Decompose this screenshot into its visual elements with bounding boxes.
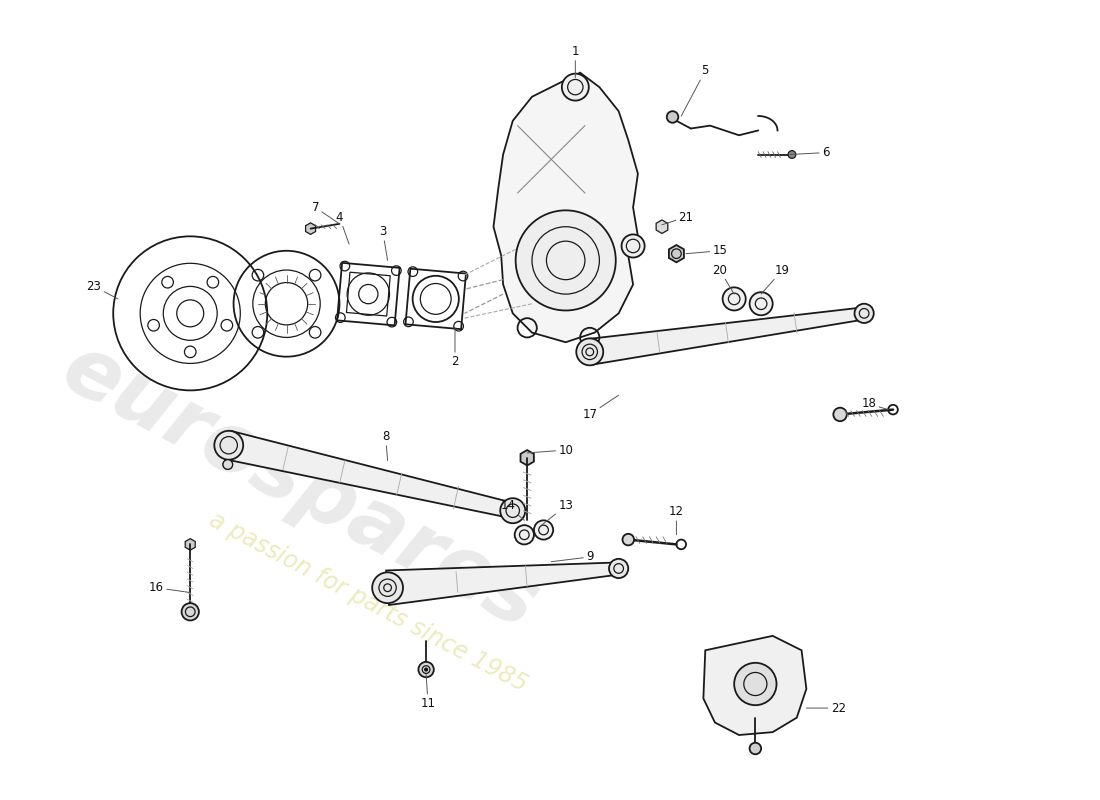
Text: 8: 8 xyxy=(382,430,389,461)
Text: 19: 19 xyxy=(761,263,790,294)
Circle shape xyxy=(515,525,534,545)
Circle shape xyxy=(734,663,777,705)
Text: 11: 11 xyxy=(420,674,436,710)
Polygon shape xyxy=(406,269,466,329)
Text: 14: 14 xyxy=(500,499,525,520)
Polygon shape xyxy=(520,450,534,466)
Polygon shape xyxy=(494,73,638,342)
Circle shape xyxy=(562,74,588,101)
Polygon shape xyxy=(185,538,195,550)
Circle shape xyxy=(623,534,634,546)
Text: 23: 23 xyxy=(87,280,118,299)
Text: 17: 17 xyxy=(582,395,618,421)
Text: 9: 9 xyxy=(551,550,594,563)
Circle shape xyxy=(418,662,433,678)
Circle shape xyxy=(223,460,232,470)
Circle shape xyxy=(576,338,603,366)
Circle shape xyxy=(516,210,616,310)
Polygon shape xyxy=(306,223,316,234)
Circle shape xyxy=(534,520,553,539)
Text: 13: 13 xyxy=(541,499,573,525)
Circle shape xyxy=(182,603,199,621)
Text: 10: 10 xyxy=(527,443,573,457)
Polygon shape xyxy=(669,245,684,262)
Text: 20: 20 xyxy=(713,263,734,294)
Text: 7: 7 xyxy=(311,201,340,224)
Circle shape xyxy=(788,150,795,158)
Circle shape xyxy=(749,742,761,754)
Polygon shape xyxy=(346,272,390,316)
Circle shape xyxy=(621,234,645,258)
Polygon shape xyxy=(588,307,865,365)
Text: 2: 2 xyxy=(451,328,459,368)
Text: 6: 6 xyxy=(790,146,829,159)
Circle shape xyxy=(834,408,847,421)
Text: 15: 15 xyxy=(686,244,727,258)
Circle shape xyxy=(609,559,628,578)
Circle shape xyxy=(372,572,403,603)
Text: a passion for parts since 1985: a passion for parts since 1985 xyxy=(206,508,531,697)
Text: 4: 4 xyxy=(336,210,349,244)
Polygon shape xyxy=(386,562,619,605)
Polygon shape xyxy=(656,220,668,234)
Text: 1: 1 xyxy=(572,45,579,78)
Circle shape xyxy=(855,304,873,323)
Polygon shape xyxy=(703,636,806,735)
Polygon shape xyxy=(226,431,515,518)
Circle shape xyxy=(667,111,679,122)
Text: 22: 22 xyxy=(806,702,846,714)
Text: 18: 18 xyxy=(861,398,888,410)
Text: 12: 12 xyxy=(669,505,684,534)
Circle shape xyxy=(425,668,428,671)
Text: eurospares: eurospares xyxy=(50,327,552,646)
Text: 3: 3 xyxy=(379,225,387,261)
Circle shape xyxy=(223,460,232,470)
Circle shape xyxy=(749,292,772,315)
Text: 16: 16 xyxy=(148,582,190,594)
Circle shape xyxy=(500,498,526,523)
Text: 5: 5 xyxy=(681,64,710,116)
Polygon shape xyxy=(337,263,399,326)
Circle shape xyxy=(723,287,746,310)
Text: 21: 21 xyxy=(662,210,693,225)
Circle shape xyxy=(214,431,243,460)
